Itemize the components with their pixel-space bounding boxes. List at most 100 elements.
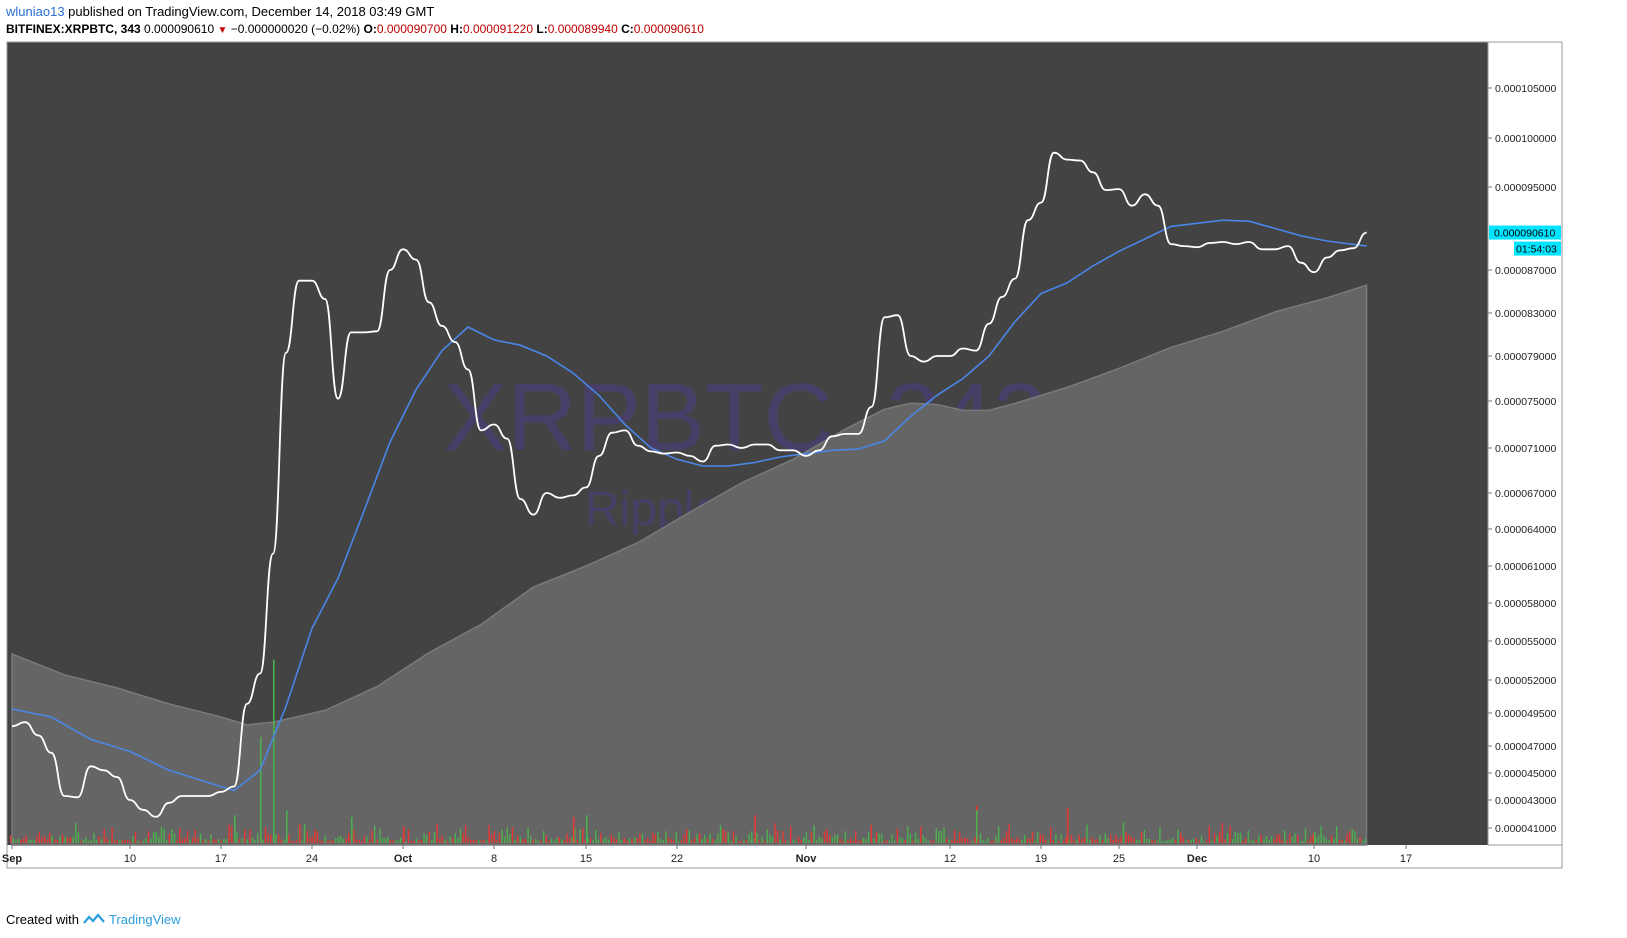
volume-bar	[132, 836, 134, 843]
volume-bar	[977, 838, 979, 843]
volume-bar	[532, 839, 534, 843]
volume-bar	[488, 825, 490, 843]
volume-bar	[563, 840, 566, 843]
volume-bar	[1273, 839, 1275, 843]
y-tick-label: 0.000064000	[1495, 524, 1556, 536]
volume-bar	[121, 840, 124, 843]
volume-bar	[218, 839, 220, 843]
volume-bar	[709, 833, 711, 843]
volume-bar	[933, 840, 935, 843]
volume-bar	[917, 838, 919, 843]
volume-bar	[251, 837, 254, 843]
volume-bar	[1291, 836, 1294, 843]
close-label: C:	[621, 22, 634, 36]
volume-bar	[639, 833, 641, 843]
volume-bar	[186, 831, 189, 843]
volume-bar	[569, 837, 571, 843]
volume-bar	[49, 832, 51, 843]
volume-bar	[80, 840, 82, 843]
volume-bar	[511, 827, 514, 843]
volume-bar	[397, 839, 399, 843]
volume-bar	[1026, 838, 1028, 843]
volume-bar	[410, 840, 412, 843]
volume-bar	[1260, 834, 1262, 843]
volume-bar	[371, 830, 373, 843]
volume-bar	[586, 815, 588, 843]
volume-bar	[379, 828, 381, 843]
volume-bar	[335, 838, 337, 843]
volume-bar	[1065, 837, 1067, 843]
volume-bar	[225, 838, 228, 843]
volume-bar	[1206, 840, 1208, 843]
volume-bar	[436, 823, 438, 843]
volume-bar	[849, 838, 852, 843]
volume-bar	[1029, 838, 1031, 843]
volume-bar	[582, 828, 584, 843]
volume-bar	[631, 839, 633, 843]
volume-bar	[571, 836, 573, 843]
volume-bar	[194, 830, 196, 843]
volume-bar	[878, 833, 880, 843]
price-axis[interactable]	[1487, 41, 1563, 846]
volume-bar	[730, 841, 732, 843]
volume-bar	[873, 838, 875, 843]
volume-bar	[176, 840, 178, 843]
y-tick-label: 0.000105000	[1495, 83, 1556, 95]
author-link[interactable]: wluniao13	[6, 4, 65, 19]
volume-bar	[426, 835, 428, 843]
volume-bar	[1182, 837, 1184, 843]
y-tick-label: 0.000058000	[1495, 598, 1556, 610]
volume-bar	[166, 840, 168, 843]
volume-bar	[88, 840, 90, 843]
volume-bar	[332, 840, 334, 843]
close-value: 0.000090610	[633, 22, 704, 36]
volume-bar	[1042, 835, 1044, 843]
volume-bar	[56, 840, 59, 843]
volume-bar	[1055, 833, 1057, 843]
volume-bar	[67, 837, 69, 843]
volume-bar	[896, 828, 898, 843]
volume-bar	[1177, 829, 1179, 843]
volume-bar	[1328, 840, 1330, 843]
volume-bar	[545, 835, 547, 843]
x-tick-label: 8	[491, 853, 497, 865]
volume-bar	[946, 838, 948, 843]
volume-bar	[613, 837, 615, 843]
volume-bar	[108, 841, 111, 843]
volume-bar	[868, 832, 870, 843]
volume-bar	[922, 835, 924, 843]
volume-bar	[267, 833, 269, 843]
volume-bar	[493, 831, 495, 843]
tradingview-brand[interactable]: TradingView	[108, 912, 181, 927]
volume-bar	[1086, 824, 1088, 843]
volume-bar	[358, 840, 360, 843]
volume-bar	[353, 830, 355, 843]
volume-bar	[761, 836, 763, 843]
price-tag	[1489, 225, 1561, 240]
volume-bar	[173, 833, 176, 843]
volume-bar	[241, 838, 243, 843]
volume-bar	[1174, 839, 1177, 843]
volume-bar	[351, 817, 353, 843]
volume-bar	[1091, 837, 1093, 843]
volume-bar	[1063, 840, 1065, 843]
volume-bar	[951, 840, 953, 843]
volume-bar	[771, 836, 774, 843]
volume-bar	[234, 815, 236, 843]
x-tick-label: 12	[944, 853, 956, 865]
volume-bar	[808, 840, 810, 843]
volume-bar	[236, 832, 238, 843]
volume-bar	[784, 840, 787, 843]
volume-bar	[69, 837, 72, 843]
volume-bar	[1130, 836, 1132, 843]
volume-bar	[800, 839, 802, 843]
volume-bar	[467, 836, 469, 843]
time-axis[interactable]	[7, 845, 1488, 868]
volume-bar	[667, 837, 670, 843]
volume-bar	[901, 838, 904, 843]
volume-bar	[1133, 838, 1135, 843]
symbol-label: BITFINEX:XRPBTC, 343	[6, 22, 141, 36]
volume-bar	[860, 839, 862, 843]
volume-bar	[881, 833, 883, 843]
